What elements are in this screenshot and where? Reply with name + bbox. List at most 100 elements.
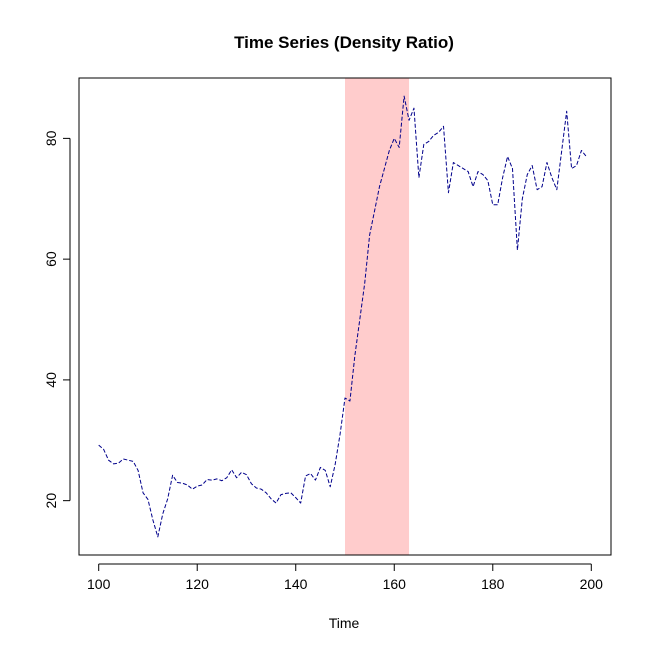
data-point	[438, 132, 439, 133]
data-point	[527, 174, 528, 175]
data-point	[187, 484, 188, 485]
data-point	[325, 470, 326, 471]
data-point	[344, 397, 345, 398]
x-tick-label: 200	[580, 576, 604, 592]
data-point	[266, 492, 267, 493]
data-point	[571, 168, 572, 169]
x-tick-label: 180	[481, 576, 505, 592]
data-point	[241, 472, 242, 473]
data-point	[320, 467, 321, 468]
data-point	[330, 486, 331, 487]
data-point	[246, 474, 247, 475]
data-point	[271, 498, 272, 499]
data-point	[216, 478, 217, 479]
data-point	[202, 484, 203, 485]
data-point	[290, 492, 291, 493]
data-point	[468, 171, 469, 172]
density-ratio-series-line	[98, 95, 587, 538]
x-axis: 100 120 140 160 180 200	[87, 563, 604, 592]
data-point	[167, 498, 168, 499]
data-point	[399, 147, 400, 148]
data-point	[394, 138, 395, 139]
data-point	[256, 487, 257, 488]
data-point	[295, 497, 296, 498]
data-point	[428, 141, 429, 142]
data-point	[261, 489, 262, 490]
data-point	[335, 464, 336, 465]
data-point	[581, 150, 582, 151]
data-point	[418, 177, 419, 178]
data-point	[463, 168, 464, 169]
data-point	[541, 186, 542, 187]
data-point	[118, 463, 119, 464]
data-point	[507, 156, 508, 157]
data-point	[354, 355, 355, 356]
data-point	[502, 177, 503, 178]
data-point	[138, 470, 139, 471]
data-point	[305, 475, 306, 476]
data-point	[566, 111, 567, 112]
data-point	[172, 475, 173, 476]
data-point	[517, 249, 518, 250]
data-point	[413, 108, 414, 109]
data-point	[359, 319, 360, 320]
x-tick-label: 120	[186, 576, 210, 592]
data-point	[576, 165, 577, 166]
y-tick-label: 60	[43, 251, 59, 267]
data-point	[349, 400, 350, 401]
data-point	[408, 120, 409, 121]
data-point	[142, 492, 143, 493]
data-point	[162, 513, 163, 514]
data-point	[443, 126, 444, 127]
change-region-highlight	[345, 78, 410, 555]
data-point	[561, 150, 562, 151]
data-point	[157, 536, 158, 537]
data-point	[586, 156, 587, 157]
y-tick-label: 20	[43, 493, 59, 509]
x-tick-label: 140	[284, 576, 308, 592]
data-point	[280, 494, 281, 495]
data-point	[492, 204, 493, 205]
data-point	[512, 168, 513, 169]
data-point	[128, 460, 129, 461]
data-point	[404, 96, 405, 97]
data-point	[364, 283, 365, 284]
x-axis-label: Time	[329, 615, 360, 631]
data-point	[197, 486, 198, 487]
data-point	[231, 469, 232, 470]
data-point	[384, 168, 385, 169]
data-point	[497, 204, 498, 205]
data-point	[433, 135, 434, 136]
data-point	[556, 189, 557, 190]
data-point	[113, 463, 114, 464]
data-point	[522, 198, 523, 199]
data-point	[98, 445, 99, 446]
data-point	[206, 479, 207, 480]
series-layer	[98, 95, 587, 538]
data-point	[369, 234, 370, 235]
data-point	[152, 519, 153, 520]
chart-title: Time Series (Density Ratio)	[234, 33, 454, 52]
data-point	[423, 144, 424, 145]
data-point	[448, 192, 449, 193]
data-point	[211, 480, 212, 481]
data-point	[487, 180, 488, 181]
data-point	[251, 483, 252, 484]
data-point	[221, 480, 222, 481]
data-point	[123, 458, 124, 459]
x-tick-label: 100	[87, 576, 111, 592]
data-point	[453, 162, 454, 163]
data-point	[546, 162, 547, 163]
data-point	[315, 480, 316, 481]
data-point	[374, 210, 375, 211]
data-point	[192, 489, 193, 490]
data-point	[379, 186, 380, 187]
data-point	[103, 449, 104, 450]
data-point	[182, 483, 183, 484]
data-point	[482, 174, 483, 175]
data-point	[275, 502, 276, 503]
y-axis: 20 40 60 80	[43, 130, 71, 509]
data-point	[236, 477, 237, 478]
